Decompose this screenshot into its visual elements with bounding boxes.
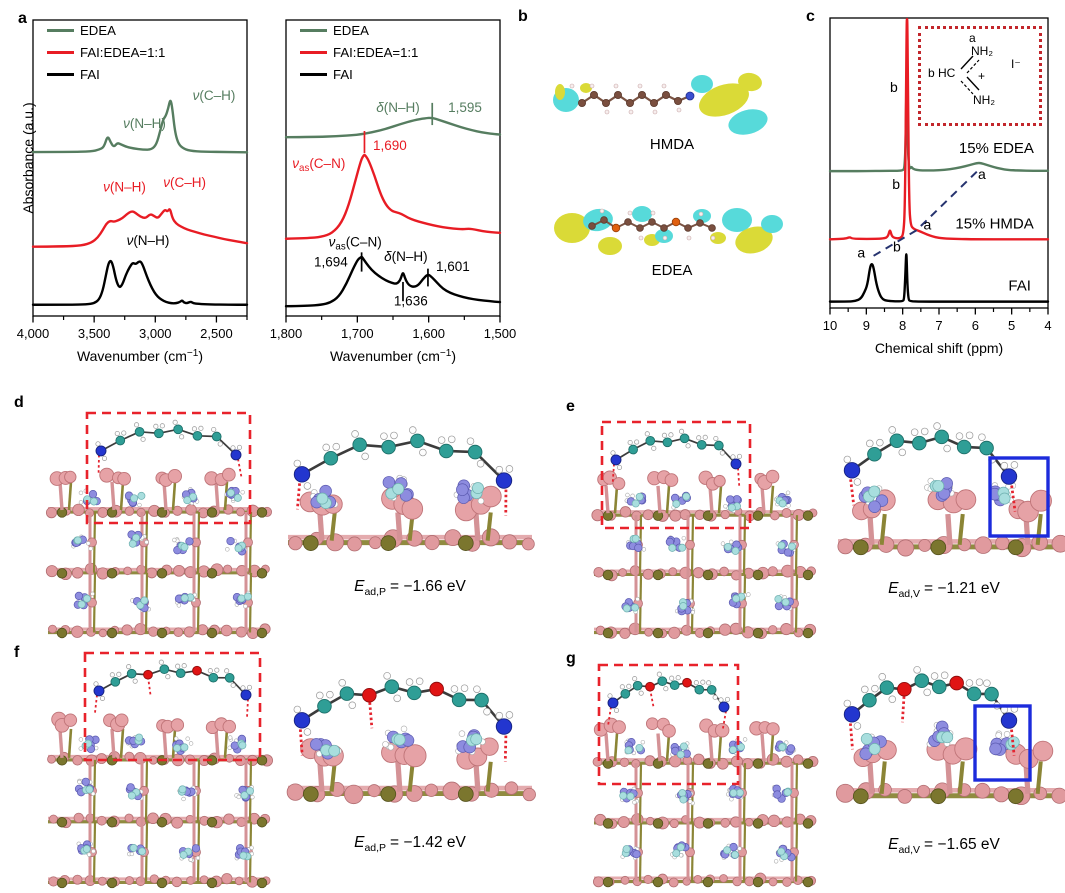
adsorption-energy-g: Ead,V = −1.65 eV [888,836,1000,857]
svg-text:b: b [890,79,898,95]
svg-text:1,700: 1,700 [341,326,374,341]
ftir-chart-right: 1,800 1,700 1,600 1,500 Wavenumber (cm−1) δ(N… [270,19,517,364]
svg-text:1,500: 1,500 [484,326,517,341]
svg-text:1,600: 1,600 [412,326,445,341]
svg-text:b: b [893,238,901,254]
svg-text:Wavenumber (cm−1): Wavenumber (cm−1) [77,348,203,364]
dft-closeup-f [286,672,536,805]
panel-label-c: c [806,8,815,25]
panel-label-e: e [566,398,575,415]
dft-closeup-e [837,422,1065,558]
hmda-isosurface-image [553,72,768,135]
svg-text:4: 4 [1044,318,1051,333]
nmr-chart: 10 9 8 7 6 5 4 Chemical shift (ppm) b b b a a a 15% ED… [823,17,1052,356]
svg-text:1,690: 1,690 [373,138,407,153]
inset-bhc-group: b HC [928,66,956,80]
svg-text:10: 10 [823,318,837,333]
svg-text:1,694: 1,694 [314,254,348,269]
svg-text:1,636: 1,636 [394,294,428,309]
inset-iodide-ion: I⁻ [1011,57,1021,71]
svg-text:ν(N–H): ν(N–H) [123,116,166,131]
svg-text:a: a [857,244,865,260]
dft-closeup-g [835,666,1065,806]
svg-text:b: b [892,176,900,192]
adsorption-energy-f: Ead,P = −1.42 eV [354,834,466,855]
svg-text:νas(C–N): νas(C–N) [292,156,345,174]
fa-structure-inset: a NH₂ b HC + I⁻ NH₂ [918,26,1042,126]
edea-isosurface-image [554,206,783,255]
svg-text:4,000: 4,000 [17,326,50,341]
svg-text:3,500: 3,500 [78,326,111,341]
svg-text:a: a [923,217,931,233]
inset-nh2-bottom: NH₂ [973,93,995,107]
inset-label-a: a [969,31,976,45]
svg-text:δ(N–H): δ(N–H) [384,249,428,264]
svg-text:15% HMDA: 15% HMDA [955,215,1033,232]
svg-text:FAI: FAI [80,67,100,82]
svg-text:ν(C–H): ν(C–H) [163,175,206,190]
panel-label-g: g [566,650,576,667]
svg-text:1,601: 1,601 [436,259,470,274]
hmda-caption: HMDA [649,136,695,153]
svg-text:1,595: 1,595 [448,100,482,115]
svg-text:ν(N–H): ν(N–H) [103,180,146,195]
adsorption-energy-d: Ead,P = −1.66 eV [354,578,466,599]
svg-text:FAI: FAI [1008,278,1031,295]
panel-label-a: a [18,10,27,27]
edea-caption: EDEA [651,262,693,279]
svg-text:νas(C–N): νas(C–N) [329,234,382,252]
panel-label-f: f [14,644,20,661]
svg-text:Wavenumber (cm−1): Wavenumber (cm−1) [330,348,456,364]
ftir-chart-left: 4,000 3,500 3,000 2,500 Wavenumber (cm−1) ν(N… [17,19,249,364]
svg-text:ν(N–H): ν(N–H) [127,233,170,248]
svg-text:EDEA: EDEA [80,23,116,38]
adsorption-energy-e: Ead,V = −1.21 eV [888,580,1000,601]
dft-overview-g [592,663,819,888]
svg-text:3,000: 3,000 [139,326,172,341]
svg-text:a: a [978,166,986,182]
dft-overview-e [591,420,818,639]
svg-text:6: 6 [972,318,979,333]
svg-text:9: 9 [863,318,870,333]
svg-text:5: 5 [1008,318,1015,333]
svg-text:7: 7 [935,318,942,333]
dft-overview-d [45,411,272,640]
svg-text:15% EDEA: 15% EDEA [959,140,1034,157]
svg-text:8: 8 [899,318,906,333]
dft-closeup-d [288,426,535,552]
svg-text:Chemical shift (ppm): Chemical shift (ppm) [875,340,1003,356]
svg-text:ν(C–H): ν(C–H) [193,88,236,103]
dft-overview-f [47,651,273,889]
svg-text:FAI: FAI [333,67,353,82]
svg-text:FAI:EDEA=1:1: FAI:EDEA=1:1 [80,45,165,60]
fa-structure-bonds [960,55,980,95]
svg-text:EDEA: EDEA [333,23,369,38]
svg-text:δ(N–H): δ(N–H) [376,100,420,115]
inset-nh2-top: NH₂ [971,44,993,58]
svg-text:2,500: 2,500 [200,326,233,341]
svg-text:FAI:EDEA=1:1: FAI:EDEA=1:1 [333,45,418,60]
inset-plus-charge: + [978,69,986,83]
panel-label-b: b [518,8,528,25]
svg-text:1,800: 1,800 [270,326,303,341]
panel-label-d: d [14,394,24,411]
